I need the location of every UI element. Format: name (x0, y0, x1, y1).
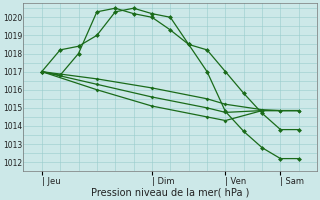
X-axis label: Pression niveau de la mer( hPa ): Pression niveau de la mer( hPa ) (91, 187, 250, 197)
